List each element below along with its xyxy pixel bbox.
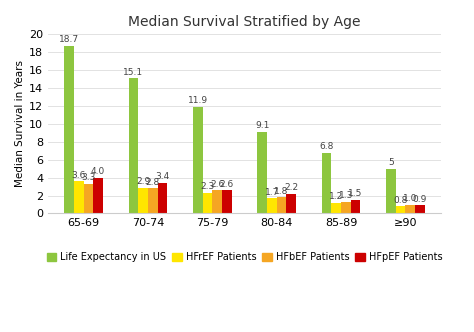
Text: 3.6: 3.6 [72,171,86,180]
Text: 1.8: 1.8 [274,187,289,196]
Bar [386,169,396,213]
Text: 1.3: 1.3 [339,191,353,200]
Bar [286,194,296,213]
Bar [331,203,341,213]
Bar [277,197,286,213]
Title: Median Survival Stratified by Age: Median Survival Stratified by Age [128,15,361,29]
Text: 0.9: 0.9 [413,195,427,204]
Text: 2.8: 2.8 [146,178,160,187]
Text: 5: 5 [388,158,394,167]
Text: 15.1: 15.1 [123,68,144,77]
Bar [212,190,222,213]
Bar [148,189,157,213]
Bar [83,184,93,213]
Bar [138,188,148,213]
Bar [93,178,103,213]
Text: 1.5: 1.5 [348,190,363,199]
Text: 6.8: 6.8 [319,142,334,151]
Bar [341,202,351,213]
Bar [351,200,360,213]
Bar [203,193,212,213]
Bar [64,46,74,213]
Text: 2.3: 2.3 [201,182,215,191]
Text: 3.3: 3.3 [81,173,96,182]
Bar [222,190,232,213]
Text: 1.0: 1.0 [403,194,418,203]
Bar [405,205,415,213]
Bar [396,206,405,213]
Text: 9.1: 9.1 [255,122,269,130]
Text: 2.2: 2.2 [284,183,298,192]
Y-axis label: Median Survival in Years: Median Survival in Years [15,60,25,188]
Text: 2.6: 2.6 [210,180,224,189]
Bar [157,183,167,213]
Legend: Life Expectancy in US, HFrEF Patients, HFbEF Patients, HFpEF Patients: Life Expectancy in US, HFrEF Patients, H… [43,248,447,266]
Text: 18.7: 18.7 [59,36,79,44]
Bar [128,78,138,213]
Text: 2.9: 2.9 [136,177,150,186]
Bar [322,153,331,213]
Text: 4.0: 4.0 [91,167,105,176]
Bar [415,206,425,213]
Text: 1.2: 1.2 [329,192,343,201]
Text: 1.7: 1.7 [264,188,279,197]
Text: 3.4: 3.4 [155,172,170,181]
Text: 0.8: 0.8 [393,196,408,205]
Bar [193,107,203,213]
Bar [257,132,267,213]
Text: 11.9: 11.9 [188,96,208,105]
Bar [267,198,277,213]
Bar [74,181,83,213]
Text: 2.6: 2.6 [219,180,234,189]
